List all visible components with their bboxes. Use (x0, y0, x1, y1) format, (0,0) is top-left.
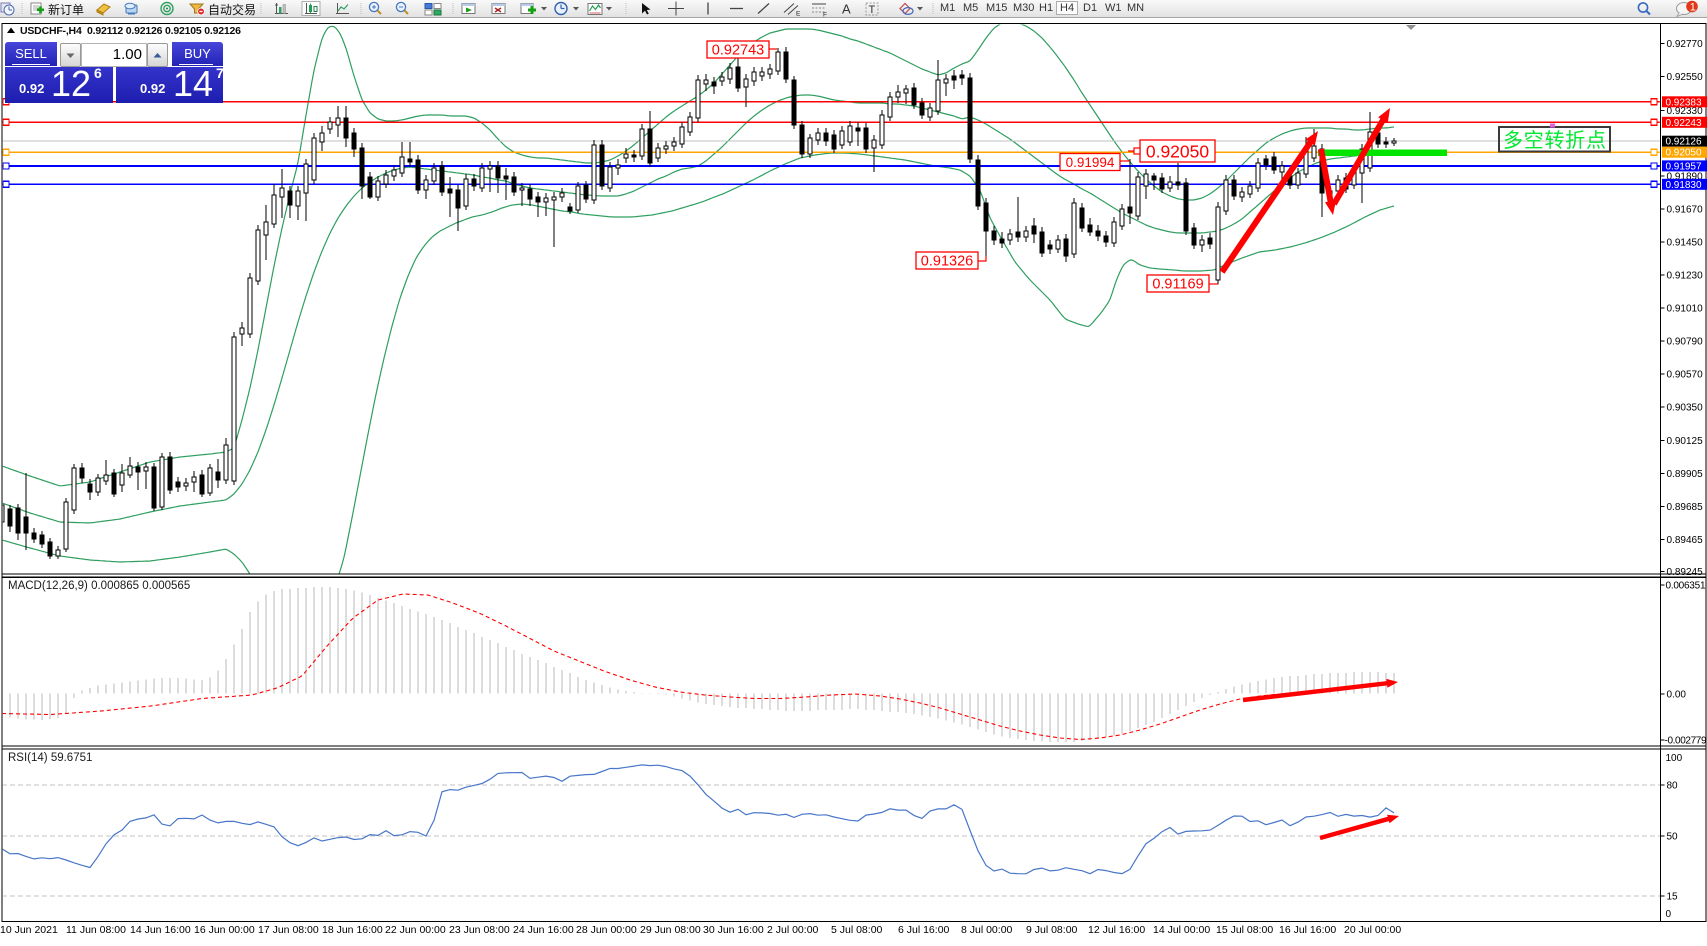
svg-text:0.91830: 0.91830 (1666, 180, 1702, 191)
svg-text:0.92330: 0.92330 (1667, 106, 1704, 117)
svg-text:11 Jun 08:00: 11 Jun 08:00 (66, 924, 126, 936)
svg-text:T: T (869, 4, 876, 16)
svg-text:14 Jun 16:00: 14 Jun 16:00 (130, 924, 191, 936)
svg-text:0.89685: 0.89685 (1667, 502, 1704, 513)
svg-text:0.92770: 0.92770 (1667, 39, 1704, 50)
svg-text:28 Jun 00:00: 28 Jun 00:00 (576, 924, 637, 936)
svg-text:0.91670: 0.91670 (1667, 205, 1704, 216)
svg-text:0.92550: 0.92550 (1667, 72, 1704, 83)
svg-text:0.89245: 0.89245 (1667, 567, 1704, 578)
svg-text:0.00: 0.00 (1667, 690, 1687, 701)
svg-text:12 Jul 16:00: 12 Jul 16:00 (1088, 924, 1145, 936)
svg-text:0.89905: 0.89905 (1667, 469, 1704, 480)
svg-text:0.92050: 0.92050 (1666, 148, 1702, 159)
svg-text:100: 100 (1666, 753, 1683, 764)
svg-text:5 Jul 08:00: 5 Jul 08:00 (831, 924, 883, 936)
svg-text:0.91450: 0.91450 (1667, 238, 1704, 249)
svg-text:80: 80 (1667, 781, 1679, 792)
svg-text:0: 0 (1666, 909, 1672, 920)
svg-text:A: A (842, 2, 851, 17)
svg-text:23 Jun 08:00: 23 Jun 08:00 (449, 924, 510, 936)
svg-text:USDCHF-,H4 0.92112 0.92126 0.: USDCHF-,H4 0.92112 0.92126 0.92105 0.921… (20, 25, 241, 37)
svg-text:50: 50 (1667, 832, 1679, 843)
svg-text:10 Jun 2021: 10 Jun 2021 (0, 924, 58, 936)
svg-text:9 Jul 08:00: 9 Jul 08:00 (1026, 924, 1078, 936)
svg-text:MACD(12,26,9) 0.000865 0.00056: MACD(12,26,9) 0.000865 0.000565 (8, 580, 190, 592)
svg-text:RSI(14) 59.6751: RSI(14) 59.6751 (8, 752, 92, 764)
svg-text:0.006351: 0.006351 (1666, 581, 1706, 592)
svg-text:0.91230: 0.91230 (1667, 271, 1704, 282)
svg-text:29 Jun 08:00: 29 Jun 08:00 (640, 924, 701, 936)
svg-text:E: E (796, 11, 801, 18)
svg-text:0.92383: 0.92383 (1666, 97, 1702, 108)
svg-text:2 Jul 00:00: 2 Jul 00:00 (767, 924, 819, 936)
svg-text:0.91890: 0.91890 (1667, 172, 1704, 183)
svg-text:16 Jul 16:00: 16 Jul 16:00 (1279, 924, 1336, 936)
svg-text:20 Jul 00:00: 20 Jul 00:00 (1344, 924, 1401, 936)
svg-text:15 Jul 08:00: 15 Jul 08:00 (1216, 924, 1273, 936)
svg-text:-0.002779: -0.002779 (1665, 736, 1707, 747)
svg-text:16 Jun 00:00: 16 Jun 00:00 (194, 924, 255, 936)
svg-text:0.92050: 0.92050 (1146, 141, 1210, 161)
svg-text:8 Jul 00:00: 8 Jul 00:00 (961, 924, 1013, 936)
svg-text:0.89465: 0.89465 (1667, 535, 1704, 546)
svg-text:14 Jul 00:00: 14 Jul 00:00 (1153, 924, 1210, 936)
svg-text:0.92743: 0.92743 (712, 43, 764, 59)
svg-text:0.91326: 0.91326 (921, 254, 973, 270)
svg-text:6 Jul 16:00: 6 Jul 16:00 (898, 924, 950, 936)
svg-text:22 Jun 00:00: 22 Jun 00:00 (385, 924, 446, 936)
svg-text:0.91169: 0.91169 (1152, 277, 1203, 293)
svg-text:0.91957: 0.91957 (1666, 161, 1702, 172)
svg-text:17 Jun 08:00: 17 Jun 08:00 (258, 924, 319, 936)
svg-text:0.90790: 0.90790 (1667, 337, 1704, 348)
svg-text:0.92126: 0.92126 (1666, 137, 1702, 148)
svg-text:0.90350: 0.90350 (1667, 403, 1704, 414)
svg-text:0.90570: 0.90570 (1667, 370, 1704, 381)
svg-text:0.91010: 0.91010 (1667, 304, 1704, 315)
svg-text:30 Jun 16:00: 30 Jun 16:00 (703, 924, 764, 936)
svg-text:1: 1 (1690, 2, 1696, 14)
svg-text:18 Jun 16:00: 18 Jun 16:00 (322, 924, 383, 936)
svg-text:0.91994: 0.91994 (1066, 155, 1115, 170)
svg-text:0.90125: 0.90125 (1667, 436, 1704, 447)
svg-text:15: 15 (1667, 892, 1679, 903)
svg-text:F: F (823, 12, 827, 18)
svg-text:24 Jun 16:00: 24 Jun 16:00 (513, 924, 574, 936)
svg-text:多空转折点: 多空转折点 (1503, 129, 1606, 152)
svg-text:0.92243: 0.92243 (1666, 118, 1702, 129)
